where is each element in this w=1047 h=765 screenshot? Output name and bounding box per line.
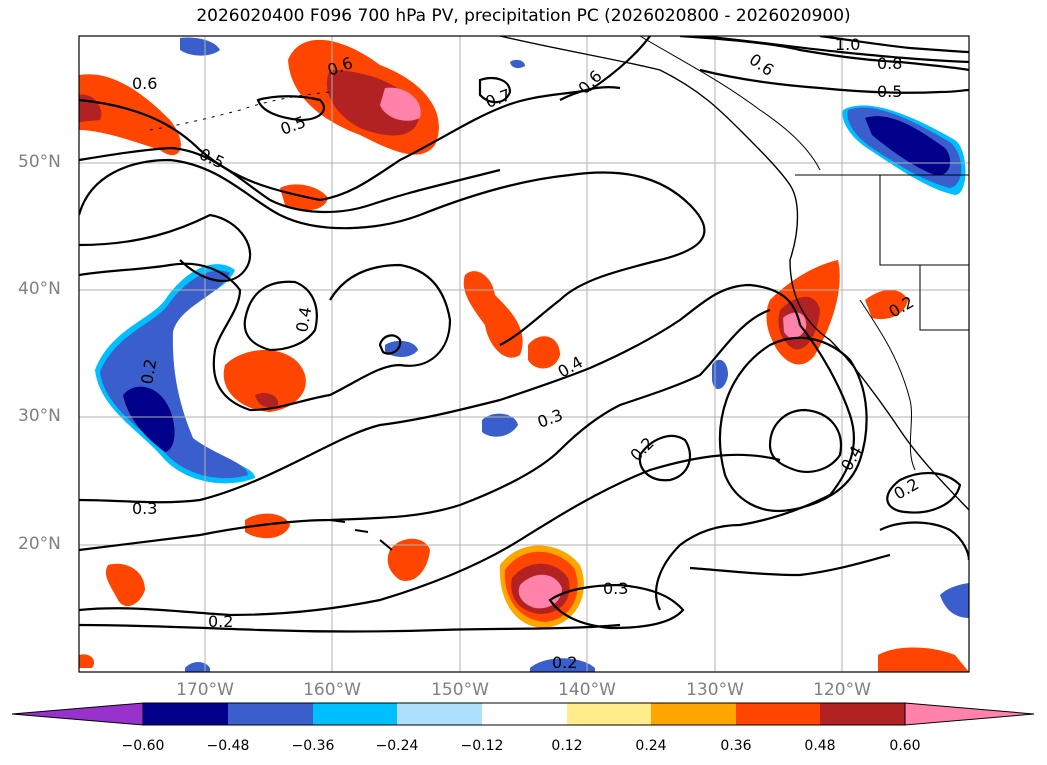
precip-negative-area [100,270,248,479]
colorbar-tick-label: −0.12 [460,738,504,754]
colorbar-segment [736,703,820,725]
contour-label: 0.2 [137,357,160,385]
contour-label: 0.3 [132,499,157,518]
contour-label: 0.4 [292,305,315,333]
precip-negative-area [712,359,728,390]
graticule [79,36,969,672]
precip-negative-area [510,59,525,69]
precip-positive-area [387,538,430,581]
colorbar-tick-label: 0.12 [551,738,583,754]
precip-negative-area [185,662,210,672]
lat-label: 20°N [18,534,61,554]
colorbar-segment [820,703,905,725]
contour-label: 0.2 [552,653,577,672]
precip-negative-area [180,37,220,56]
contour-label: 0.2 [891,474,923,503]
contour-label: 0.2 [208,612,233,631]
lon-label: 150°W [431,680,489,700]
precip-negative-area [482,413,518,437]
precip-negative-area [95,264,255,484]
lon-label: 130°W [686,680,744,700]
colorbar-tick-label: 0.60 [889,738,921,754]
colorbar-tick-label: 0.24 [635,738,667,754]
colorbar-tick-label: −0.60 [121,738,165,754]
colorbar-segment [482,703,567,725]
lat-label: 30°N [18,406,61,426]
colorbar-tick-label: 0.36 [720,738,752,754]
lon-label: 170°W [176,680,234,700]
precip-positive-area [528,336,560,369]
colorbar-low-extension [11,702,144,726]
contour-label: 0.8 [877,54,902,73]
precip-positive-area [380,87,421,121]
precip-positive-area [223,350,306,412]
precip-positive-area [463,271,523,358]
colorbar-segment [143,703,228,725]
precip-negative-area [530,658,595,672]
contour-label: 0.3 [535,405,565,432]
precip-positive-area [79,74,181,156]
precip-negative-area [940,583,969,618]
precip-negative-area [865,116,951,176]
colorbar-segment [228,703,313,725]
colorbar-tick-label: −0.48 [206,738,250,754]
precip-shading [79,37,969,672]
precip-positive-area [245,513,290,539]
lat-label: 40°N [18,279,61,299]
precip-positive-area [79,654,95,668]
colorbar-segment [397,703,482,725]
precip-negative-area [123,386,175,452]
contour-label: 0.3 [603,579,628,598]
contour-label: 0.5 [877,82,902,101]
colorbar [11,702,1035,726]
precip-positive-area [783,312,807,339]
lon-label: 140°W [558,680,616,700]
contour-label: 0.2 [626,433,657,464]
lon-label: 160°W [303,680,361,700]
map-frame [78,35,970,673]
colorbar-high-extension [905,703,1034,725]
precip-positive-area [105,563,145,607]
colorbar-segment [567,703,651,725]
precip-positive-area [865,289,908,320]
colorbar-tick-label: −0.24 [375,738,419,754]
precip-positive-area [255,393,279,408]
contour-label: 0.6 [132,74,157,93]
contour-label: 1.0 [835,35,860,54]
contour-label: 0.6 [746,50,778,80]
lon-label: 120°W [813,680,871,700]
coastlines [149,36,969,551]
colorbar-segment [313,703,397,725]
pv-contours [79,36,969,633]
colorbar-tick-label: −0.36 [291,738,335,754]
precip-positive-area [878,647,969,672]
colorbar-segment [651,703,736,725]
lat-label: 50°N [18,152,61,172]
colorbar-tick-label: 0.48 [804,738,836,754]
chart-title: 2026020400 F096 700 hPa PV, precipitatio… [196,6,851,26]
